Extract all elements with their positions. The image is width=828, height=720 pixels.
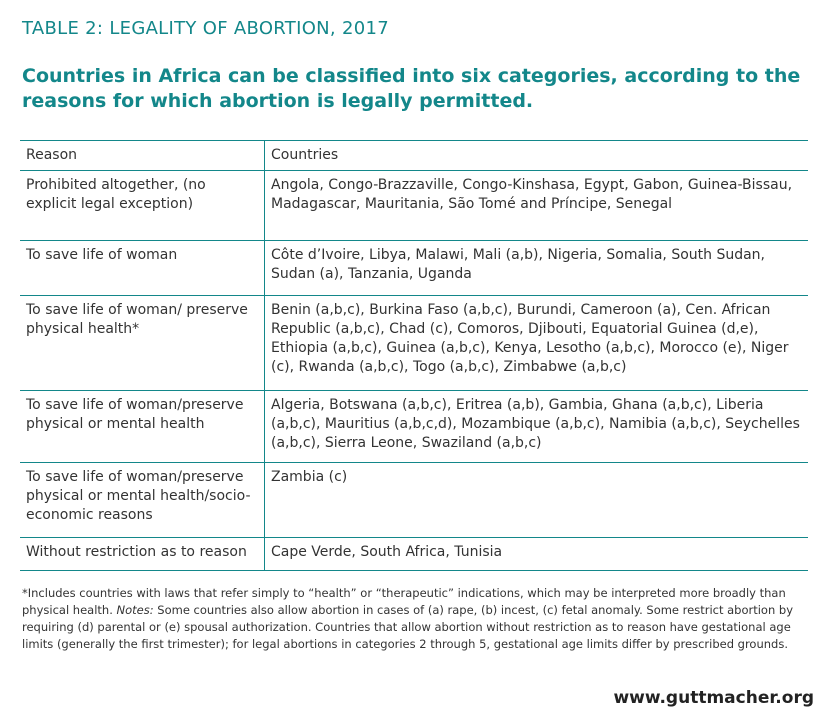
- table-row: To save life of woman/ preserve physical…: [20, 295, 808, 391]
- countries-cell: Algeria, Botswana (a,b,c), Eritrea (a,b)…: [264, 390, 808, 463]
- reason-cell: To save life of woman/preserve physical …: [20, 390, 265, 463]
- countries-cell: Benin (a,b,c), Burkina Faso (a,b,c), Bur…: [264, 295, 808, 391]
- countries-cell: Angola, Congo-Brazzaville, Congo-Kinshas…: [264, 170, 808, 241]
- notes-label: Notes:: [116, 603, 154, 617]
- url: www.guttmacher.org: [613, 688, 814, 708]
- countries-cell: Zambia (c): [264, 462, 808, 538]
- table-row: Without restriction as to reason Cape Ver…: [20, 537, 808, 571]
- reason-cell: To save life of woman/preserve physical …: [20, 462, 265, 538]
- notes-text: Some countries also allow abortion in ca…: [22, 603, 794, 651]
- reason-cell: To save life of woman/ preserve physical…: [20, 295, 265, 391]
- countries-cell: Côte d’Ivoire, Libya, Malawi, Mali (a,b)…: [264, 240, 808, 296]
- reason-cell: Without restriction as to reason: [20, 537, 265, 571]
- footnote-text: *Includes countries with laws that refer…: [22, 586, 786, 617]
- column-header: Reason: [20, 140, 265, 171]
- reason-cell: Prohibited altogether, (no explicit lega…: [20, 170, 265, 241]
- subtitle: Countries in Africa can be classified in…: [22, 65, 801, 112]
- countries-cell: Cape Verde, South Africa, Tunisia: [264, 537, 808, 571]
- legality-table: Reason Countries Prohibited altogether, …: [20, 140, 808, 571]
- footnote: *Includes countries with laws that refer…: [22, 585, 812, 653]
- table-title: TABLE 2: LEGALITY OF ABORTION, 2017: [22, 18, 389, 39]
- table-row: To save life of woman/preserve physical …: [20, 390, 808, 463]
- table-row: To save life of woman Côte d’Ivoire, Liby…: [20, 240, 808, 296]
- table-row: To save life of woman/preserve physical …: [20, 462, 808, 538]
- table-row: Prohibited altogether, (no explicit lega…: [20, 170, 808, 241]
- column-header: Countries: [264, 140, 808, 171]
- header-row: Reason Countries: [20, 140, 808, 171]
- reason-cell: To save life of woman: [20, 240, 265, 296]
